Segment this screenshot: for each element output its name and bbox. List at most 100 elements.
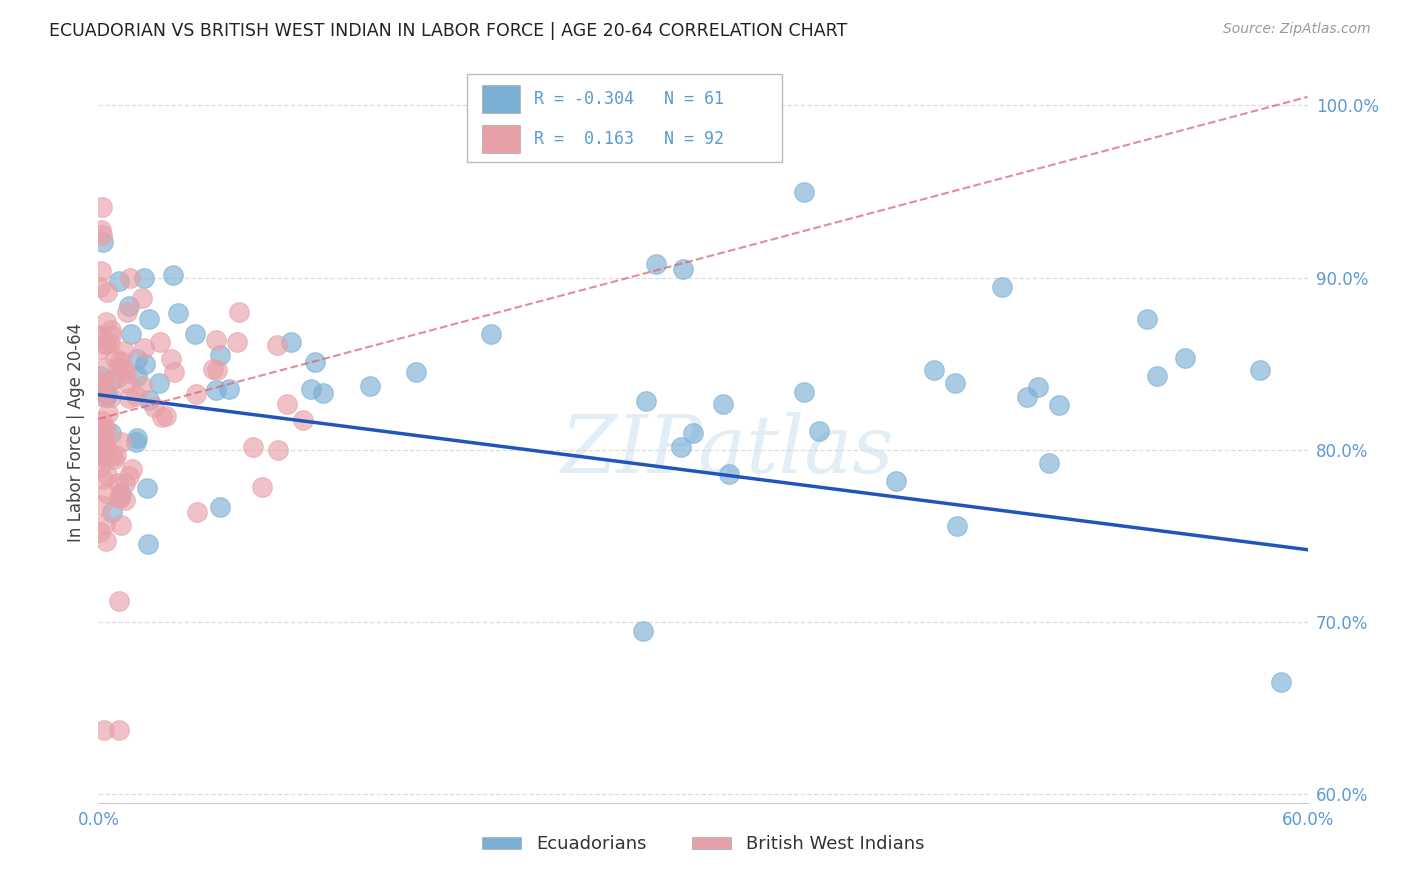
Point bbox=[1136, 312, 1159, 326]
Point bbox=[218, 382, 240, 396]
Point bbox=[208, 348, 231, 362]
Point bbox=[90, 329, 112, 343]
Point bbox=[884, 475, 907, 489]
Point bbox=[100, 449, 122, 463]
Point bbox=[134, 358, 156, 372]
Point bbox=[138, 393, 160, 408]
Point bbox=[204, 333, 226, 347]
Point bbox=[1174, 351, 1197, 366]
Point bbox=[100, 323, 122, 337]
Point bbox=[89, 328, 111, 343]
Point bbox=[91, 227, 114, 242]
FancyBboxPatch shape bbox=[467, 73, 782, 162]
Point bbox=[276, 397, 298, 411]
Point bbox=[160, 352, 183, 367]
Point bbox=[481, 327, 503, 342]
Point bbox=[110, 491, 132, 506]
Point bbox=[91, 472, 114, 486]
Point bbox=[104, 448, 127, 462]
Point bbox=[94, 337, 117, 351]
Point bbox=[91, 200, 114, 214]
Point bbox=[115, 376, 138, 391]
Point bbox=[107, 594, 129, 608]
Text: R =  0.163   N = 92: R = 0.163 N = 92 bbox=[534, 129, 724, 148]
Point bbox=[186, 504, 208, 518]
Point bbox=[1249, 363, 1271, 377]
Point bbox=[645, 257, 668, 271]
Point bbox=[100, 328, 122, 343]
Point bbox=[93, 723, 115, 738]
Point bbox=[280, 335, 302, 350]
Point bbox=[93, 448, 115, 462]
Point bbox=[131, 378, 153, 392]
Point bbox=[107, 476, 129, 491]
Point bbox=[1047, 399, 1070, 413]
Point bbox=[155, 409, 177, 423]
Point bbox=[91, 450, 114, 465]
Point bbox=[405, 365, 427, 379]
Point bbox=[793, 385, 815, 400]
Point bbox=[90, 223, 112, 237]
Point bbox=[682, 426, 704, 441]
Point bbox=[163, 365, 186, 379]
Point bbox=[138, 536, 160, 550]
Point bbox=[148, 376, 170, 391]
Point bbox=[186, 387, 208, 401]
Point bbox=[110, 487, 132, 501]
Point bbox=[90, 376, 112, 391]
Point bbox=[100, 425, 122, 440]
Point bbox=[359, 379, 381, 393]
Point bbox=[183, 327, 205, 342]
Point bbox=[807, 424, 830, 438]
Point bbox=[93, 375, 115, 389]
Point bbox=[669, 440, 692, 454]
FancyBboxPatch shape bbox=[482, 125, 520, 153]
Point bbox=[120, 326, 142, 341]
Point bbox=[718, 467, 741, 482]
Point bbox=[312, 386, 335, 401]
Point bbox=[135, 481, 157, 495]
Point bbox=[132, 341, 155, 355]
Point bbox=[114, 493, 136, 508]
Point bbox=[150, 410, 173, 425]
Point bbox=[107, 360, 129, 375]
Point bbox=[125, 351, 148, 366]
Point bbox=[636, 393, 658, 408]
Point bbox=[91, 235, 114, 250]
Point bbox=[97, 405, 120, 419]
Point bbox=[91, 441, 114, 455]
Point bbox=[202, 362, 225, 376]
Text: ZIPatlas: ZIPatlas bbox=[561, 412, 894, 490]
Point bbox=[94, 361, 117, 376]
Point bbox=[149, 334, 172, 349]
Point bbox=[94, 337, 117, 351]
Point bbox=[91, 446, 114, 460]
Point bbox=[1038, 456, 1060, 470]
Point bbox=[205, 383, 228, 397]
Point bbox=[90, 264, 112, 278]
Point bbox=[89, 383, 111, 397]
Point bbox=[114, 367, 136, 381]
Text: Source: ZipAtlas.com: Source: ZipAtlas.com bbox=[1223, 22, 1371, 37]
Point bbox=[94, 435, 117, 450]
Point bbox=[304, 354, 326, 368]
Point bbox=[228, 305, 250, 319]
Point bbox=[107, 723, 129, 738]
Point bbox=[89, 342, 111, 356]
Point bbox=[943, 376, 966, 390]
Point bbox=[94, 534, 117, 549]
Point bbox=[90, 498, 112, 512]
Point bbox=[94, 517, 117, 532]
Point bbox=[292, 413, 315, 427]
Point bbox=[108, 354, 131, 368]
Point bbox=[121, 462, 143, 476]
Point bbox=[242, 440, 264, 454]
Point bbox=[101, 505, 124, 519]
Point bbox=[267, 443, 290, 458]
Point bbox=[89, 460, 111, 475]
Point bbox=[631, 624, 654, 638]
Point bbox=[250, 480, 273, 494]
Point bbox=[112, 362, 135, 376]
Point bbox=[103, 452, 125, 467]
Point bbox=[208, 500, 231, 515]
